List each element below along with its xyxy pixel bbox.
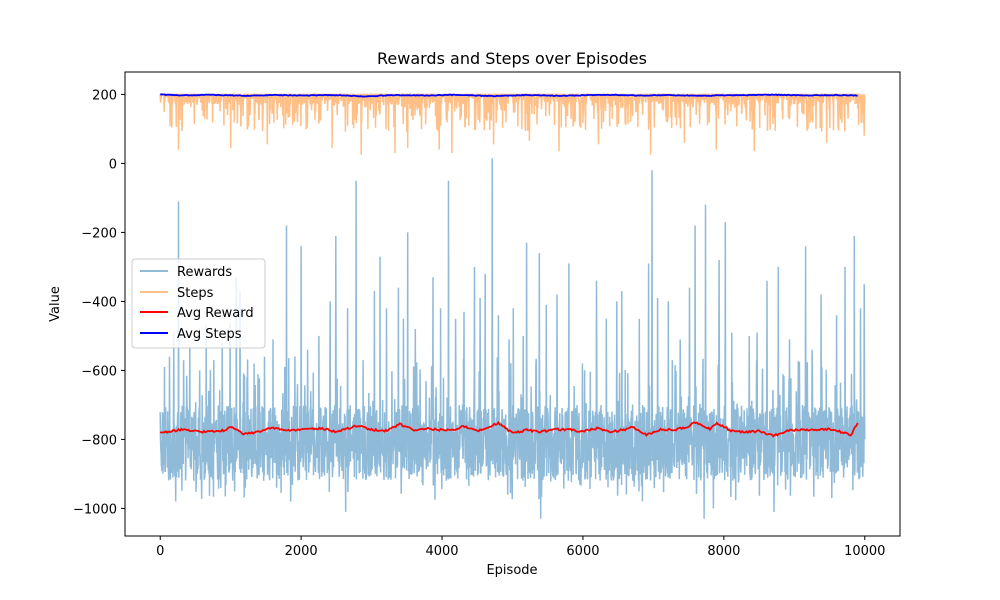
legend-label-avg-steps: Avg Steps — [177, 327, 242, 342]
series-avg-reward-line — [159, 420, 859, 438]
y-tick-label: 0 — [109, 157, 117, 172]
x-axis-label: Episode — [486, 563, 537, 578]
y-tick-label: −400 — [81, 295, 117, 310]
x-tick-label: 10000 — [844, 544, 885, 559]
x-tick-label: 0 — [156, 544, 164, 559]
y-tick-label: −800 — [81, 433, 117, 448]
legend: Rewards Steps Avg Reward Avg Steps — [131, 258, 266, 349]
chart-title: Rewards and Steps over Episodes — [377, 49, 647, 68]
legend-label-rewards: Rewards — [177, 265, 232, 280]
series-rewards-line — [159, 158, 866, 519]
y-axis-label: Value — [48, 286, 63, 322]
legend-label-avg-reward: Avg Reward — [177, 306, 254, 321]
y-tick-label: −1000 — [73, 502, 117, 517]
x-tick-label: 2000 — [285, 544, 318, 559]
legend-label-steps: Steps — [177, 286, 214, 301]
series-steps-line — [159, 91, 866, 155]
x-tick-label: 4000 — [425, 544, 458, 559]
plot-frame — [124, 71, 901, 537]
y-tick-label: −200 — [81, 226, 117, 241]
legend-frame — [131, 258, 266, 349]
series-avg-steps-line — [160, 93, 858, 98]
y-tick-label: 200 — [92, 88, 117, 103]
y-tick-label: −600 — [81, 364, 117, 379]
x-tick-label: 6000 — [566, 544, 599, 559]
x-tick-label: 8000 — [707, 544, 740, 559]
